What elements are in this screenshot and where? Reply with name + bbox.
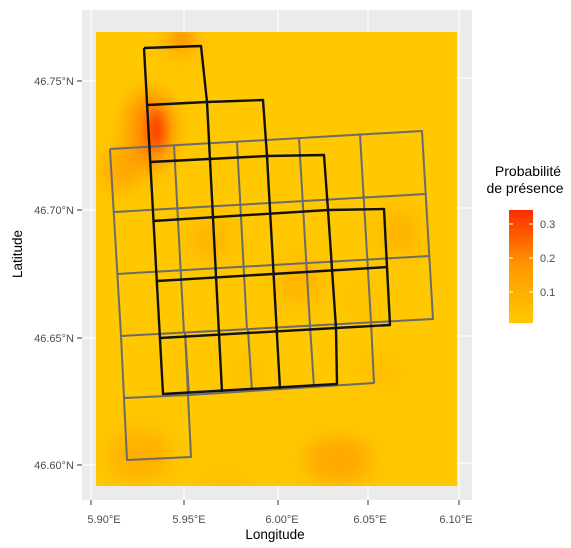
probability-raster: [96, 32, 457, 486]
y-tick-label: 46.60°N: [34, 460, 74, 472]
y-tick-label: 46.70°N: [34, 205, 74, 217]
y-tick-label: 46.75°N: [34, 76, 74, 88]
legend-title-line1: Probabilité: [495, 163, 561, 179]
x-tick-label: 5.90°E: [87, 514, 120, 526]
legend-colorbar: [509, 210, 533, 323]
x-tick-label: 6.00°E: [265, 514, 298, 526]
x-tick-label: 5.95°E: [172, 514, 205, 526]
y-axis-title: Latitude: [10, 230, 25, 278]
legend-tick-label: 0.1: [540, 287, 555, 299]
y-axis: 46.75°N 46.70°N 46.65°N 46.60°N Latitude: [10, 76, 82, 472]
x-axis-title: Longitude: [245, 527, 304, 542]
legend-tick-label: 0.3: [540, 219, 555, 231]
legend-title-line2: de présence: [486, 180, 563, 196]
sampling-grid-black: [142, 44, 392, 396]
color-legend: Probabilité de présence 0.3 0.2 0.1: [486, 163, 564, 323]
legend-tick-label: 0.2: [540, 253, 555, 265]
y-tick-label: 46.65°N: [34, 333, 74, 345]
x-tick-label: 6.10°E: [439, 514, 472, 526]
x-tick-label: 6.05°E: [353, 514, 386, 526]
x-axis: 5.90°E 5.95°E 6.00°E 6.05°E 6.10°E Longi…: [87, 500, 473, 542]
